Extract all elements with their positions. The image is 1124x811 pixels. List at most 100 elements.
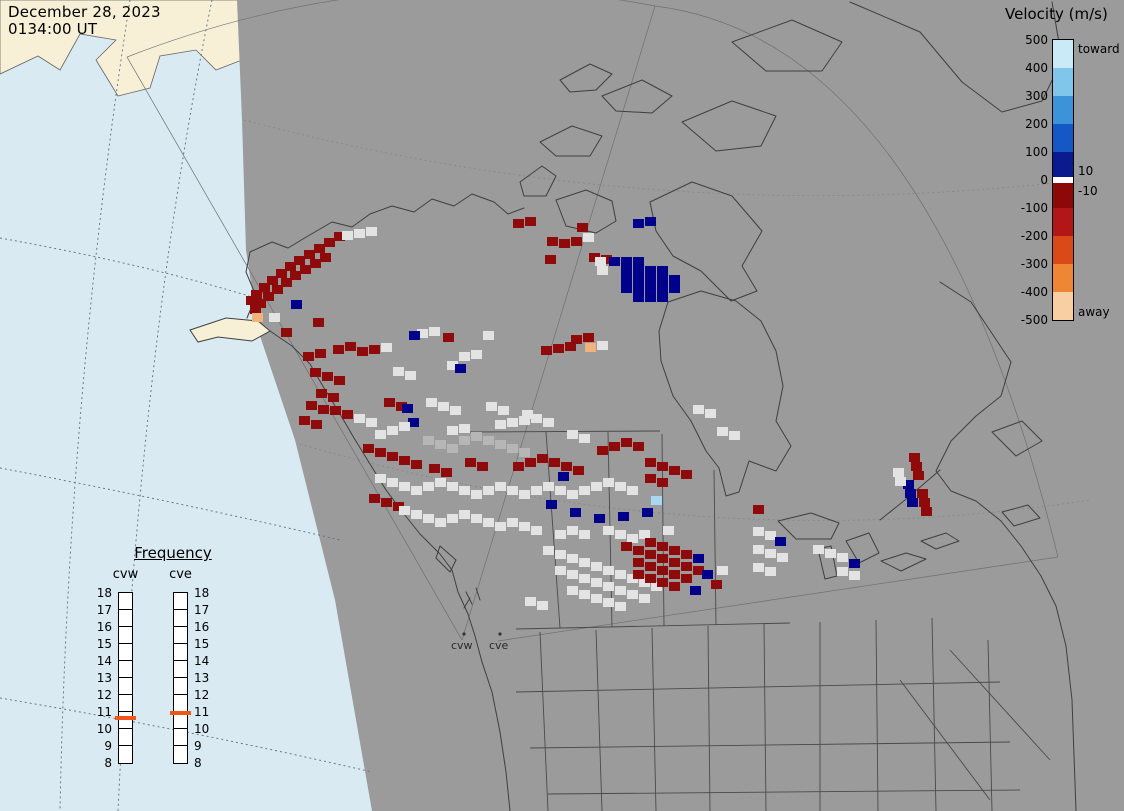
- velocity-cell: [342, 410, 353, 419]
- velocity-cell: [567, 586, 578, 595]
- velocity-cell: [443, 333, 454, 342]
- velocity-cell: [633, 275, 644, 284]
- velocity-cell: [642, 508, 653, 517]
- velocity-cell: [621, 542, 632, 551]
- velocity-cell: [633, 558, 644, 567]
- timestamp-block: December 28, 2023 0134:00 UT: [8, 3, 161, 39]
- velocity-cell: [426, 398, 437, 407]
- velocity-cell: [645, 574, 656, 583]
- freq-scale-bar: [173, 592, 188, 764]
- velocity-cell: [621, 257, 632, 266]
- velocity-cell: [267, 276, 278, 285]
- velocity-cell: [294, 256, 305, 265]
- velocity-cell: [363, 444, 374, 453]
- freq-scale-segment: [119, 644, 132, 661]
- freq-tick-label: 18: [194, 586, 210, 600]
- velocity-cell: [621, 266, 632, 275]
- velocity-cell: [303, 352, 314, 361]
- velocity-cell: [693, 554, 704, 563]
- velocity-cell: [651, 582, 662, 591]
- velocity-cell: [669, 558, 680, 567]
- velocity-cell: [435, 478, 446, 487]
- velocity-cell: [627, 574, 638, 583]
- velocity-cell: [334, 232, 345, 241]
- velocity-cell: [711, 580, 722, 589]
- velocity-cell: [657, 478, 668, 487]
- velocity-cell: [543, 546, 554, 555]
- time-label: 0134:00 UT: [8, 20, 98, 39]
- velocity-cell: [905, 489, 916, 498]
- velocity-cell: [627, 590, 638, 599]
- velocity-cell: [645, 284, 656, 293]
- velocity-cell: [447, 482, 458, 491]
- freq-scale-bar: [118, 592, 133, 764]
- vancouver-island: [435, 545, 457, 573]
- velocity-cell: [657, 566, 668, 575]
- freq-scale-segment: [174, 729, 187, 746]
- velocity-cell: [911, 462, 922, 471]
- hudson-bay: [658, 290, 792, 497]
- velocity-cell: [591, 594, 602, 603]
- freq-scale-segment: [119, 627, 132, 644]
- velocity-cell: [583, 333, 594, 342]
- velocity-cell: [259, 283, 270, 292]
- velocity-cell: [315, 349, 326, 358]
- velocity-cell: [459, 510, 470, 519]
- velocity-cell: [507, 444, 518, 453]
- freq-tick-label: 14: [96, 654, 112, 668]
- velocity-cell: [565, 342, 576, 351]
- velocity-cell: [246, 296, 257, 305]
- freq-scale-segment: [119, 695, 132, 712]
- velocity-cell: [693, 566, 704, 575]
- velocity-cell: [657, 266, 668, 275]
- freq-scale-segment: [174, 712, 187, 729]
- velocity-cell: [281, 328, 292, 337]
- velocity-cell: [537, 454, 548, 463]
- velocity-cell: [396, 402, 407, 411]
- velocity-cell: [375, 474, 386, 483]
- velocity-cell: [525, 597, 536, 606]
- velocity-cell: [263, 292, 274, 301]
- velocity-cell: [459, 352, 470, 361]
- velocity-cell: [555, 566, 566, 575]
- velocity-cell: [837, 567, 848, 576]
- velocity-cell: [555, 486, 566, 495]
- velocity-cell: [507, 418, 518, 427]
- velocity-cell: [320, 253, 331, 262]
- velocity-cell: [402, 404, 413, 413]
- freq-tick-label: 9: [104, 739, 112, 753]
- velocity-cell: [381, 498, 392, 507]
- velocity-cell: [375, 430, 386, 439]
- velocity-cell: [567, 430, 578, 439]
- velocity-cell: [411, 510, 422, 519]
- velocity-cell: [615, 482, 626, 491]
- velocity-cell: [594, 514, 605, 523]
- velocity-cell: [411, 486, 422, 495]
- velocity-cell: [921, 507, 932, 516]
- velocity-cell: [907, 498, 918, 507]
- velocity-cell: [393, 367, 404, 376]
- velocity-cell: [657, 578, 668, 587]
- velocity-cell: [423, 436, 434, 445]
- velocity-cell: [603, 526, 614, 535]
- velocity-cell: [595, 257, 606, 266]
- velocity-cell: [354, 414, 365, 423]
- velocity-cell: [813, 545, 824, 554]
- velocity-cell: [324, 238, 335, 247]
- velocity-cell: [559, 239, 570, 248]
- velocity-cell: [633, 442, 644, 451]
- velocity-cell: [555, 550, 566, 559]
- velocity-cell: [567, 554, 578, 563]
- velocity-cell: [601, 255, 612, 264]
- velocity-cell: [318, 405, 329, 414]
- freq-tick-label: 8: [194, 756, 202, 770]
- freq-tick-label: 9: [194, 739, 202, 753]
- velocity-cell: [615, 602, 626, 611]
- velocity-cell: [537, 601, 548, 610]
- velocity-cell: [322, 372, 333, 381]
- freq-tick-label: 16: [96, 620, 112, 634]
- velocity-cell: [645, 266, 656, 275]
- velocity-cell: [549, 458, 560, 467]
- velocity-cell: [633, 570, 644, 579]
